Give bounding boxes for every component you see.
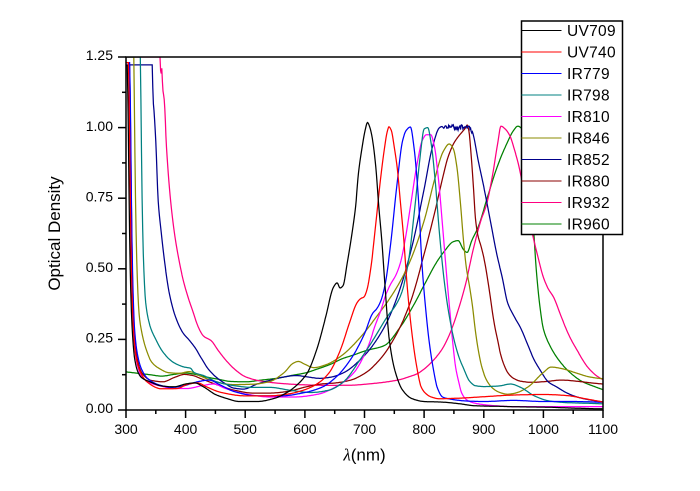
svg-text:λ(nm): λ(nm) (342, 446, 385, 465)
svg-text:1000: 1000 (528, 421, 559, 437)
svg-text:700: 700 (353, 421, 377, 437)
svg-text:IR852: IR852 (567, 152, 610, 169)
svg-text:1.00: 1.00 (86, 118, 113, 134)
svg-text:UV709: UV709 (567, 23, 616, 40)
svg-text:1.25: 1.25 (86, 47, 113, 63)
svg-text:1100: 1100 (588, 421, 618, 437)
svg-text:0.25: 0.25 (86, 330, 113, 346)
svg-text:0.75: 0.75 (86, 188, 113, 204)
svg-text:900: 900 (472, 421, 496, 437)
svg-text:IR960: IR960 (567, 217, 610, 234)
svg-text:IR810: IR810 (567, 109, 610, 126)
svg-text:500: 500 (234, 421, 258, 437)
svg-text:Optical Density: Optical Density (45, 176, 64, 291)
svg-text:400: 400 (174, 421, 198, 437)
svg-text:IR779: IR779 (567, 66, 610, 83)
svg-text:300: 300 (114, 421, 138, 437)
svg-text:0.00: 0.00 (86, 400, 113, 416)
svg-text:600: 600 (293, 421, 317, 437)
svg-text:800: 800 (412, 421, 436, 437)
svg-text:UV740: UV740 (567, 45, 616, 62)
svg-text:IR846: IR846 (567, 131, 610, 148)
svg-text:IR880: IR880 (567, 174, 610, 191)
svg-text:IR932: IR932 (567, 195, 610, 212)
svg-text:IR798: IR798 (567, 88, 610, 105)
svg-text:0.50: 0.50 (86, 259, 113, 275)
